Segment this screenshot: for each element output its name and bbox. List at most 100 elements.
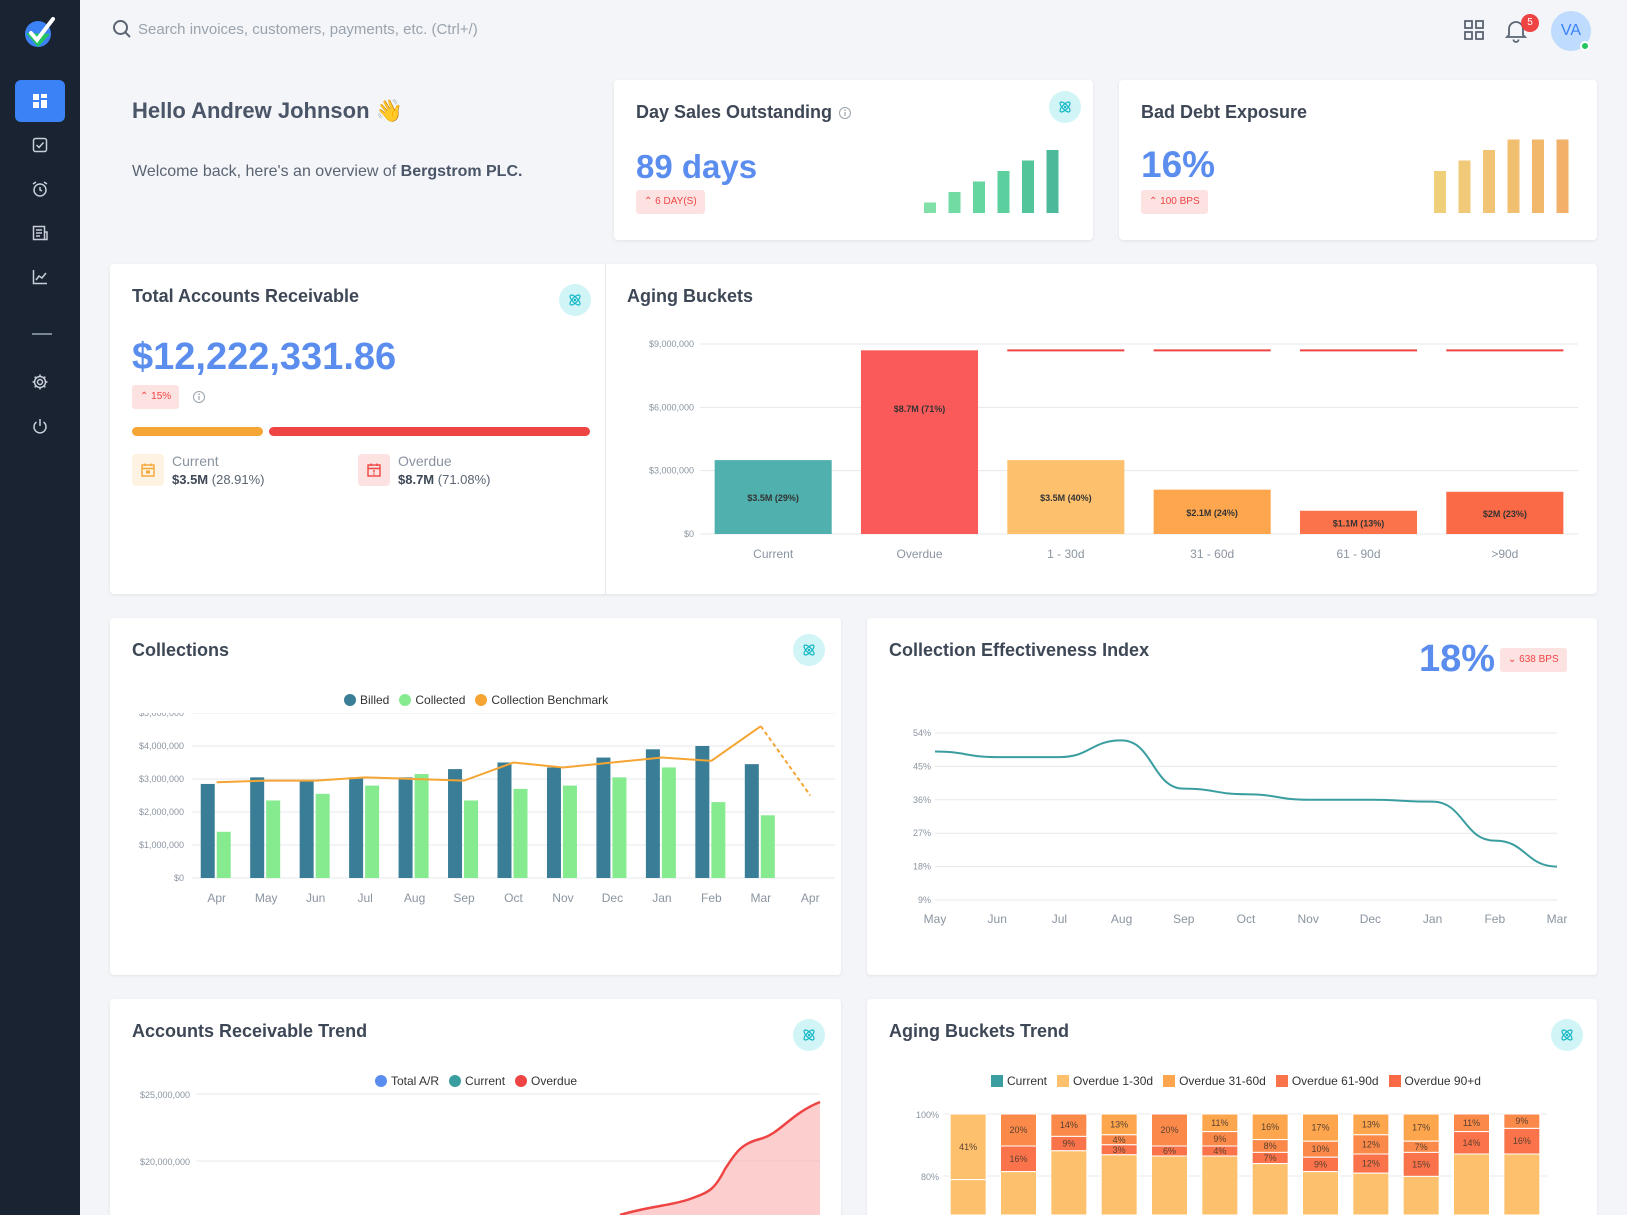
- billed-bar: [546, 767, 561, 878]
- bar-value-label: $2.1M (24%): [1186, 508, 1238, 518]
- y-tick-label: 45%: [913, 761, 931, 771]
- segment-label: 8%: [1264, 1141, 1277, 1151]
- x-tick-label: Aug: [404, 891, 425, 905]
- x-tick-label: Nov: [552, 891, 573, 905]
- aging-trend-segment-current: [1000, 1171, 1037, 1215]
- total-ar-change-badge: ⌃ 15%: [132, 385, 180, 409]
- x-tick-label: Dec: [602, 891, 623, 905]
- legend-item-overdue[interactable]: Overdue: [515, 1074, 577, 1088]
- x-tick-label: Jan: [652, 891, 671, 905]
- ai-insight-button[interactable]: [793, 634, 825, 666]
- benchmark-forecast-line: [759, 725, 812, 797]
- segment-label: 9%: [1213, 1134, 1226, 1144]
- x-tick-label: Feb: [1484, 912, 1505, 926]
- dso-change-badge: ⌃ 6 DAY(S): [636, 190, 705, 214]
- bad-debt-title: Bad Debt Exposure: [1141, 102, 1308, 122]
- bell-icon[interactable]: [1502, 16, 1530, 44]
- nav-tasks[interactable]: [15, 124, 65, 166]
- nav-reminders[interactable]: [15, 168, 65, 210]
- legend-item-billed[interactable]: Billed: [344, 693, 389, 707]
- overdue-label: Overdue: [398, 453, 452, 469]
- cei-value: 18%: [1419, 638, 1496, 680]
- apps-grid-icon[interactable]: [1463, 19, 1485, 41]
- billed-bar: [645, 749, 660, 878]
- x-tick-label: Jan: [1423, 912, 1442, 926]
- x-tick-label: Mar: [750, 891, 771, 905]
- collected-bar: [365, 785, 380, 878]
- y-tick-label: 9%: [918, 895, 931, 905]
- segment-label: 11%: [1211, 1118, 1228, 1128]
- ai-insight-button[interactable]: [1551, 1019, 1583, 1051]
- y-tick-label: $2,000,000: [139, 807, 184, 817]
- y-tick-label: 36%: [913, 795, 931, 805]
- nav-invoices[interactable]: [15, 212, 65, 254]
- total-ar-title: Total Accounts Receivable: [132, 286, 360, 306]
- aging-trend-segment: [1402, 1151, 1440, 1177]
- x-tick-label: Mar: [1547, 912, 1568, 926]
- bad-debt-change-text: 100 BPS: [1160, 196, 1200, 207]
- ar-aging-card: Total Accounts Receivable $12,222,331.86…: [110, 264, 1597, 594]
- info-icon[interactable]: [192, 390, 206, 404]
- nav-logout[interactable]: [15, 405, 65, 447]
- x-tick-label: May: [924, 912, 947, 926]
- segment-label: 13%: [1110, 1119, 1128, 1129]
- ai-insight-button[interactable]: [793, 1019, 825, 1051]
- current-label: Current: [172, 453, 219, 469]
- y-tick-label: $3,000,000: [649, 466, 694, 476]
- sidebar-divider: [32, 333, 52, 335]
- cei-title: Collection Effectiveness Index: [889, 640, 1150, 660]
- collections-legend: Billed Collected Collection Benchmark: [344, 693, 608, 707]
- segment-label: 9%: [1062, 1139, 1075, 1149]
- x-tick-label: Jul: [357, 891, 372, 905]
- legend-item-current[interactable]: Current: [991, 1074, 1047, 1088]
- legend-item-overdue-31-60[interactable]: Overdue 31-60d: [1163, 1074, 1266, 1088]
- nav-dashboard[interactable]: [15, 80, 65, 122]
- legend-label: Collection Benchmark: [491, 693, 609, 707]
- total-ar-change-text: 15%: [151, 391, 172, 402]
- alarm-clock-icon: [32, 181, 48, 197]
- cei-change-badge: ⌄ 638 BPS: [1500, 648, 1567, 672]
- notification-badge: 5: [1521, 14, 1539, 32]
- legend-label: Current: [465, 1074, 506, 1088]
- aging-trend-segment-current: [1453, 1153, 1490, 1215]
- billed-bar: [299, 780, 314, 878]
- x-tick-label: Aug: [1111, 912, 1132, 926]
- ai-insight-button[interactable]: [559, 284, 591, 316]
- nav-reports[interactable]: [15, 256, 65, 298]
- aging-trend-segment-current: [1302, 1171, 1339, 1215]
- app-logo-icon[interactable]: [23, 15, 57, 49]
- legend-item-overdue-90-plus[interactable]: Overdue 90+d: [1388, 1074, 1481, 1088]
- legend-swatch: [375, 1075, 387, 1087]
- spark-bar: [1022, 160, 1034, 213]
- legend-item-collected[interactable]: Collected: [399, 693, 465, 707]
- x-tick-label: Nov: [1298, 912, 1319, 926]
- legend-item-current[interactable]: Current: [449, 1074, 505, 1088]
- benchmark-line: [216, 725, 762, 784]
- legend-item-overdue-1-30[interactable]: Overdue 1-30d: [1057, 1074, 1153, 1088]
- legend-item-benchmark[interactable]: Collection Benchmark: [475, 693, 608, 707]
- online-status-dot: [1580, 41, 1590, 51]
- info-icon[interactable]: [838, 106, 852, 120]
- aging-trend-chart: 100%80%41%20%16%14%9%13%4%3%20%6%11%9%4%…: [916, 1110, 1547, 1215]
- legend-swatch: [1275, 1075, 1288, 1087]
- y-tick-label: $0: [174, 873, 184, 883]
- search-input[interactable]: [138, 16, 558, 42]
- ai-insight-button[interactable]: [1049, 91, 1081, 123]
- spark-bar: [1556, 139, 1569, 213]
- x-tick-label: Sep: [453, 891, 475, 905]
- aging-bar: [714, 460, 832, 534]
- current-percent: (28.91%): [211, 472, 265, 487]
- collected-bar: [612, 777, 627, 878]
- x-tick-label: Sep: [1173, 912, 1195, 926]
- current-amount: $3.5M (28.91%): [172, 472, 265, 487]
- aging-bar: [1299, 510, 1418, 534]
- spark-bar: [1532, 139, 1544, 213]
- cei-line-chart: 9% 18% 27% 36% 45% 54% May Jun Jul Aug Sep Oct Nov De…: [913, 728, 1568, 926]
- legend-item-total-ar[interactable]: Total A/R: [375, 1074, 439, 1088]
- aging-trend-card: Aging Buckets Trend Current Overdue 1-30…: [867, 999, 1597, 1215]
- nav-settings[interactable]: [15, 361, 65, 403]
- y-tick-label: $1,000,000: [139, 840, 184, 850]
- segment-label: 7%: [1264, 1153, 1277, 1163]
- legend-item-overdue-61-90[interactable]: Overdue 61-90d: [1275, 1074, 1379, 1088]
- checkbox-icon: [32, 137, 48, 153]
